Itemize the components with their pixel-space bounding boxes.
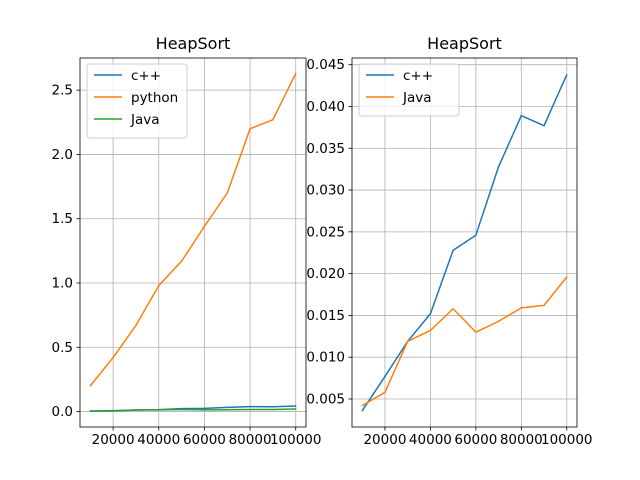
data-point (384, 375, 386, 378)
data-point (294, 405, 297, 407)
data-point (249, 408, 251, 411)
series-line-cpp (361, 74, 568, 412)
data-point (203, 225, 206, 228)
legend-label: c++ (131, 68, 161, 84)
data-point (112, 410, 114, 412)
chart-title: HeapSort (427, 34, 502, 53)
data-point (497, 320, 500, 323)
data-point (272, 405, 274, 408)
y-tick-label: 1.0 (52, 276, 73, 292)
data-point (543, 304, 545, 307)
y-tick-label: 0.045 (306, 57, 345, 73)
y-tick-label: 0.005 (306, 392, 345, 408)
data-point (361, 409, 363, 412)
data-point (406, 340, 409, 343)
y-tick-label: 0.040 (306, 99, 345, 115)
axes-frame (351, 57, 578, 428)
data-point (452, 307, 454, 310)
data-point (135, 409, 137, 411)
data-point (180, 408, 183, 411)
data-point (520, 114, 523, 117)
y-tick-label: 0.0 (52, 404, 73, 420)
x-tick-label: 20000 (92, 432, 135, 448)
data-point (226, 408, 228, 411)
data-point (89, 385, 92, 387)
data-point (112, 356, 114, 359)
data-point (566, 276, 568, 278)
axes-frame (79, 57, 307, 428)
y-tick-label: 2.0 (52, 147, 73, 163)
y-tick-label: 1.5 (52, 211, 73, 227)
data-point (543, 124, 545, 127)
data-point (429, 313, 432, 315)
data-point (203, 407, 206, 410)
data-point (203, 409, 206, 411)
legend-label: Java (402, 90, 432, 106)
data-point (226, 406, 228, 409)
series-line-java (90, 408, 296, 412)
legend-label: c++ (403, 68, 433, 84)
y-tick-label: 0.015 (306, 308, 345, 324)
legend-label: Java (130, 112, 160, 128)
y-tick-label: 0.030 (306, 183, 345, 199)
y-tick-label: 0.010 (306, 350, 345, 366)
data-point (180, 260, 183, 262)
data-point (520, 307, 523, 309)
data-point (497, 165, 500, 168)
data-point (361, 404, 363, 407)
data-point (294, 408, 297, 410)
data-point (384, 391, 386, 394)
data-point (272, 118, 274, 121)
data-point (566, 73, 568, 76)
chart-title: HeapSort (156, 34, 231, 53)
x-tick-label: 100000 (541, 432, 593, 448)
data-point (158, 409, 160, 411)
y-tick-label: 0.035 (306, 141, 345, 157)
data-point (475, 234, 477, 236)
data-point (249, 405, 251, 408)
data-point (294, 72, 297, 75)
y-tick-label: 0.020 (306, 266, 345, 282)
x-tick-label: 20000 (363, 432, 406, 448)
y-tick-label: 2.5 (52, 83, 73, 99)
x-tick-label: 80000 (229, 432, 272, 448)
data-point (249, 127, 251, 130)
data-point (429, 329, 432, 332)
x-tick-label: 60000 (183, 432, 226, 448)
data-point (226, 192, 228, 194)
data-point (89, 410, 92, 412)
x-tick-label: 60000 (454, 432, 497, 448)
x-tick-label: 40000 (137, 432, 180, 448)
x-tick-label: 40000 (409, 432, 452, 448)
x-tick-label: 80000 (500, 432, 543, 448)
series-line-python (89, 73, 297, 387)
data-point (272, 408, 274, 411)
data-point (158, 284, 160, 287)
legend (358, 63, 460, 117)
legend-label: python (131, 90, 178, 106)
x-tick-label: 100000 (270, 432, 322, 448)
data-point (452, 249, 454, 251)
data-point (475, 331, 477, 333)
data-point (135, 324, 137, 327)
y-tick-label: 0.5 (52, 340, 73, 356)
series-line-java (361, 276, 568, 407)
y-tick-label: 0.025 (306, 224, 345, 240)
